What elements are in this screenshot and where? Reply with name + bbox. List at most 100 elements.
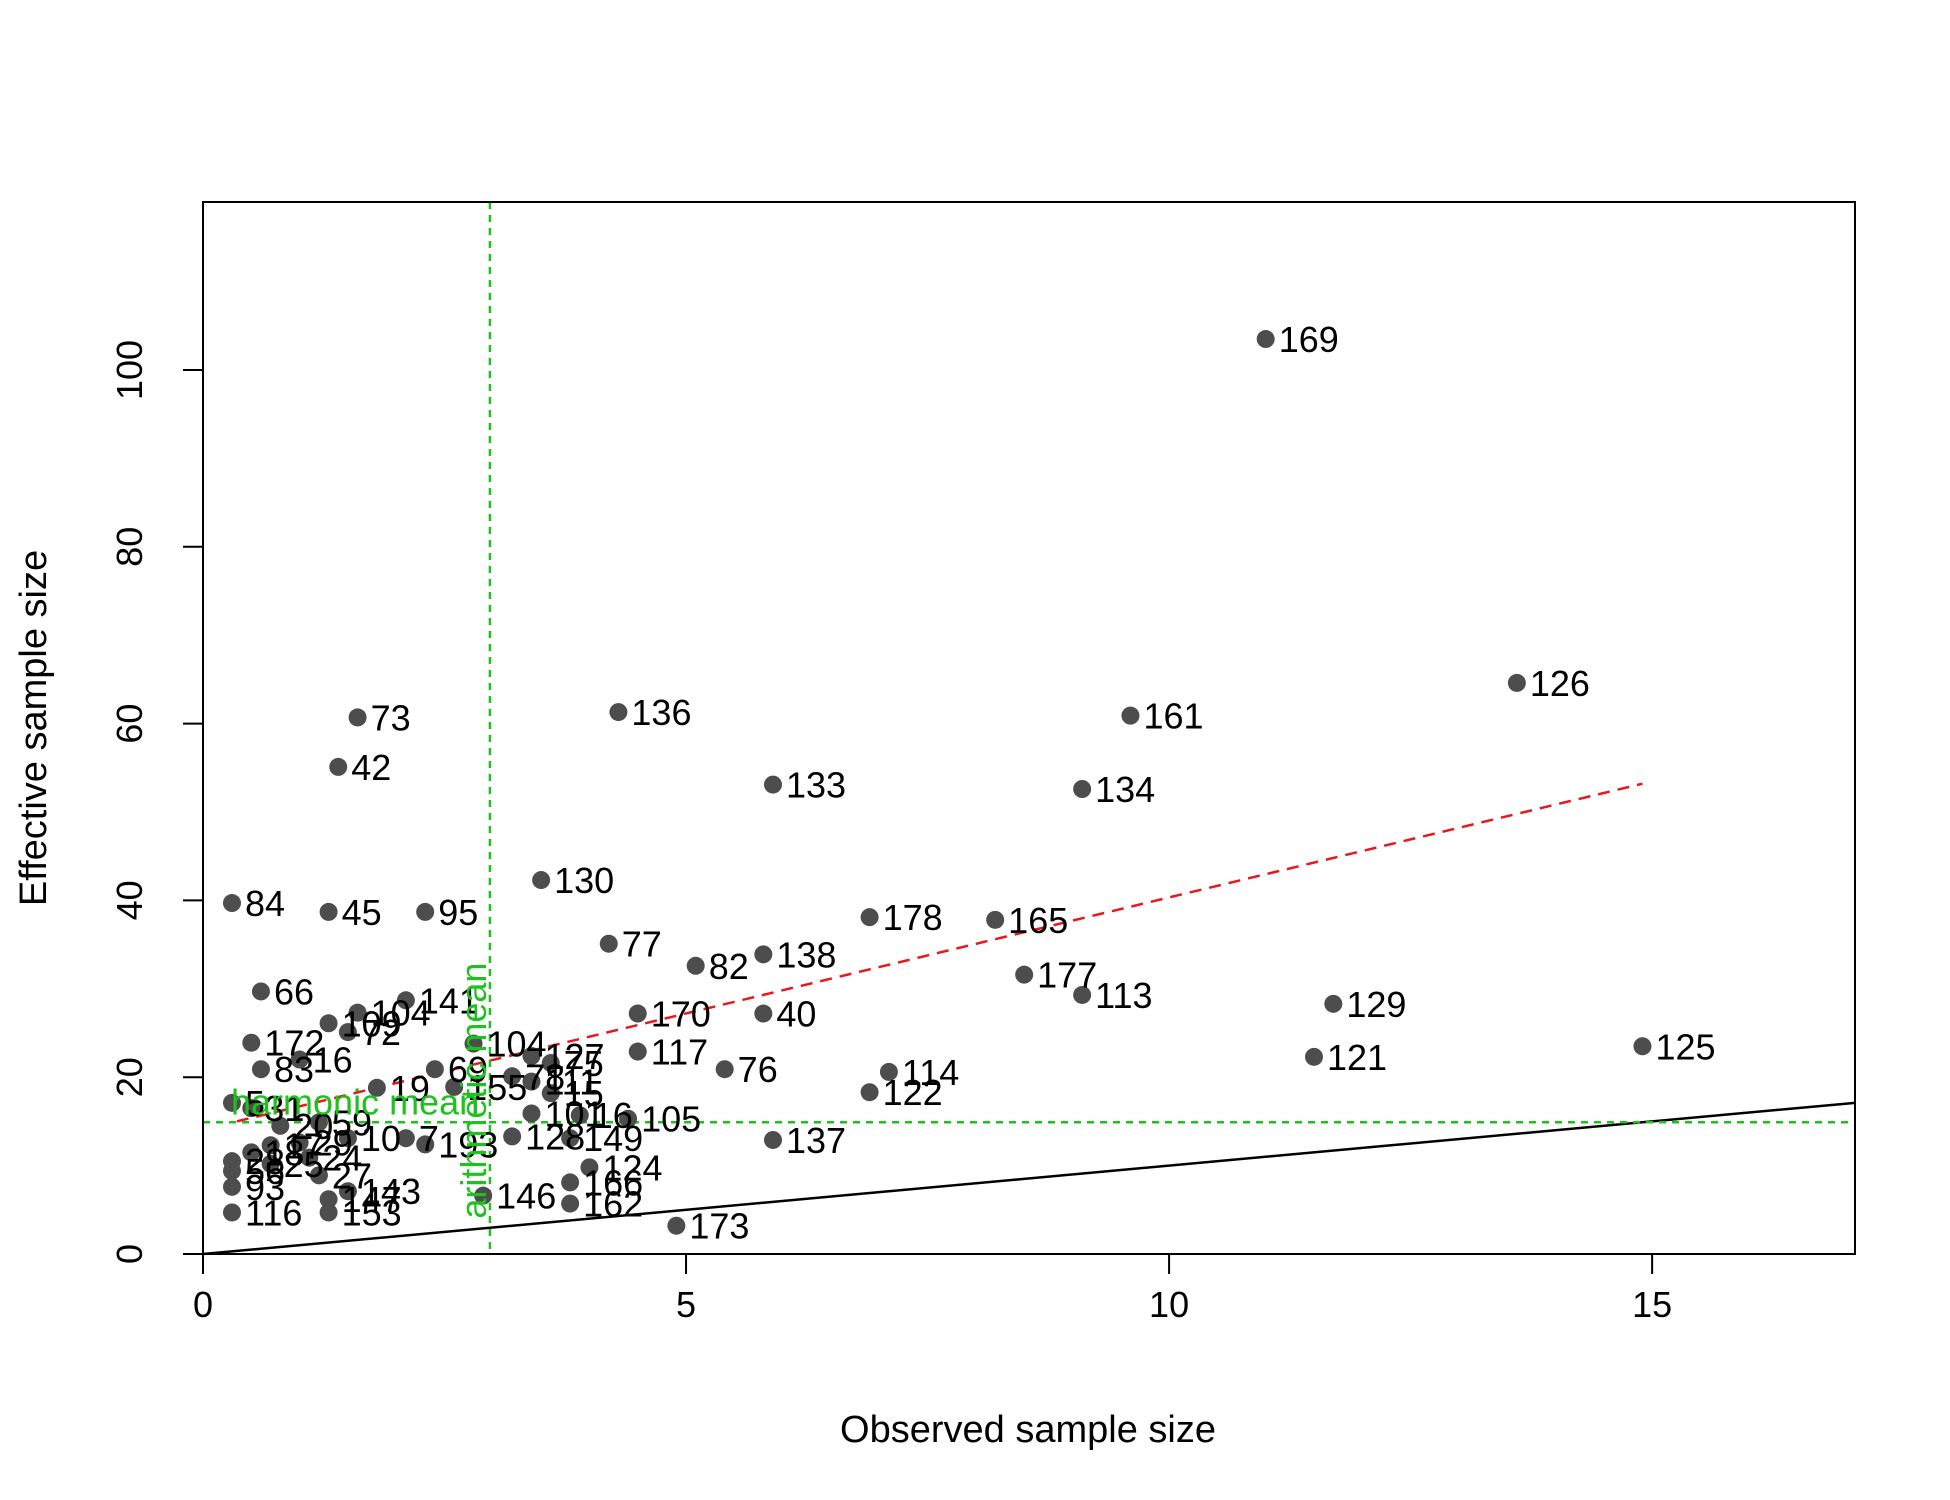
data-point-label: 56	[245, 1151, 285, 1192]
y-axis: 0 20 40 60 80 100	[109, 340, 204, 1264]
data-point	[754, 945, 773, 964]
x-axis-title: Observed sample size	[840, 1409, 1216, 1451]
data-point-label: 69	[448, 1049, 488, 1090]
data-point	[561, 1173, 580, 1192]
data-point-label: 178	[883, 897, 943, 938]
data-point-label: 165	[1008, 900, 1068, 941]
trend-line	[236, 782, 1643, 1123]
data-point-label: 83	[274, 1049, 314, 1090]
data-point-label: 95	[438, 892, 478, 933]
data-point	[599, 934, 618, 953]
data-point	[396, 1129, 415, 1148]
data-point-label: 166	[583, 1162, 643, 1203]
data-point-label: 75	[564, 1043, 604, 1084]
trend-line-layer	[236, 782, 1643, 1123]
data-point	[319, 902, 338, 921]
data-point-label: 17	[284, 1125, 324, 1166]
data-point	[309, 1166, 328, 1185]
data-point	[319, 1014, 338, 1033]
data-point	[609, 703, 628, 722]
data-point-label: 19	[390, 1068, 430, 1109]
data-point	[300, 1148, 319, 1167]
data-point-label: 173	[689, 1206, 749, 1247]
data-point-label: 124	[602, 1147, 662, 1188]
data-point	[222, 1203, 241, 1222]
data-point-label: 114	[902, 1052, 959, 1093]
data-point-label: 122	[883, 1072, 943, 1113]
y-tick-label: 0	[109, 1244, 150, 1264]
harmonic-mean-label: harmonic mean	[231, 1081, 479, 1122]
data-point-label: 42	[351, 747, 391, 788]
data-point	[425, 1060, 444, 1079]
y-tick-label: 60	[109, 704, 150, 744]
data-point	[474, 1186, 493, 1205]
x-tick-label: 5	[676, 1284, 696, 1325]
data-point	[348, 708, 367, 727]
data-point	[396, 991, 415, 1010]
data-point-label: 127	[544, 1036, 604, 1077]
data-point-label: 104	[487, 1024, 547, 1065]
data-point-label: 59	[332, 1102, 372, 1143]
data-point	[754, 1004, 773, 1023]
data-point-label: 116	[245, 1192, 302, 1233]
data-point	[329, 757, 348, 776]
data-point	[715, 1060, 734, 1079]
data-point-label: 130	[554, 860, 614, 901]
data-point	[348, 1003, 367, 1022]
data-point	[532, 871, 551, 890]
data-point-label: 78	[525, 1056, 565, 1097]
identity-line	[202, 1101, 1856, 1256]
data-point-label: 134	[1095, 769, 1155, 810]
data-point	[503, 1127, 522, 1146]
data-point	[338, 1023, 357, 1042]
data-point	[464, 1034, 483, 1053]
x-tick-label: 0	[193, 1284, 213, 1325]
data-point-label: 16	[593, 1095, 633, 1136]
data-point	[541, 1084, 560, 1103]
identity-line-layer	[202, 1101, 1856, 1256]
data-points-layer	[222, 330, 1652, 1235]
data-point-label: 126	[1530, 663, 1590, 704]
data-point-label: 143	[361, 1171, 421, 1212]
data-point-label: 18	[264, 1132, 304, 1173]
data-point-label: 45	[342, 892, 382, 933]
data-point-label: 133	[786, 765, 846, 806]
reference-lines-layer	[203, 202, 1855, 1254]
data-point	[319, 1190, 338, 1209]
data-point-label: 169	[1279, 319, 1339, 360]
data-point-label: 5	[245, 1083, 265, 1124]
data-point	[290, 1133, 309, 1152]
data-point	[522, 1104, 541, 1123]
data-point	[1324, 994, 1343, 1013]
data-point-label: 16	[313, 1040, 353, 1081]
data-point	[416, 902, 435, 921]
data-point-label: 76	[738, 1049, 778, 1090]
data-point	[686, 956, 705, 975]
data-point-label: 82	[709, 946, 749, 987]
data-point-label: 155	[467, 1067, 527, 1108]
data-point-label: 149	[583, 1118, 643, 1159]
data-point	[251, 982, 270, 1001]
data-point	[319, 1203, 338, 1222]
data-point-label: 161	[1143, 696, 1203, 737]
data-point-label: 121	[1327, 1037, 1387, 1078]
data-point	[522, 1046, 541, 1065]
data-point-label: 40	[776, 994, 816, 1035]
data-point	[580, 1158, 599, 1177]
data-point	[503, 1067, 522, 1086]
data-point	[1256, 330, 1275, 349]
y-axis-title: Effective sample size	[13, 550, 55, 906]
data-point-label: 10	[361, 1118, 401, 1159]
data-point-label: 111	[544, 1062, 599, 1103]
data-point-label: 104	[371, 993, 431, 1034]
x-tick-label: 15	[1632, 1284, 1672, 1325]
data-point	[338, 1182, 357, 1201]
data-point	[1304, 1047, 1323, 1066]
data-point-label: 125	[1655, 1026, 1715, 1067]
data-point	[1073, 779, 1092, 798]
data-point	[561, 1129, 580, 1148]
data-point	[445, 1077, 464, 1096]
data-point	[222, 1161, 241, 1180]
data-point-label: 31	[264, 1088, 304, 1129]
